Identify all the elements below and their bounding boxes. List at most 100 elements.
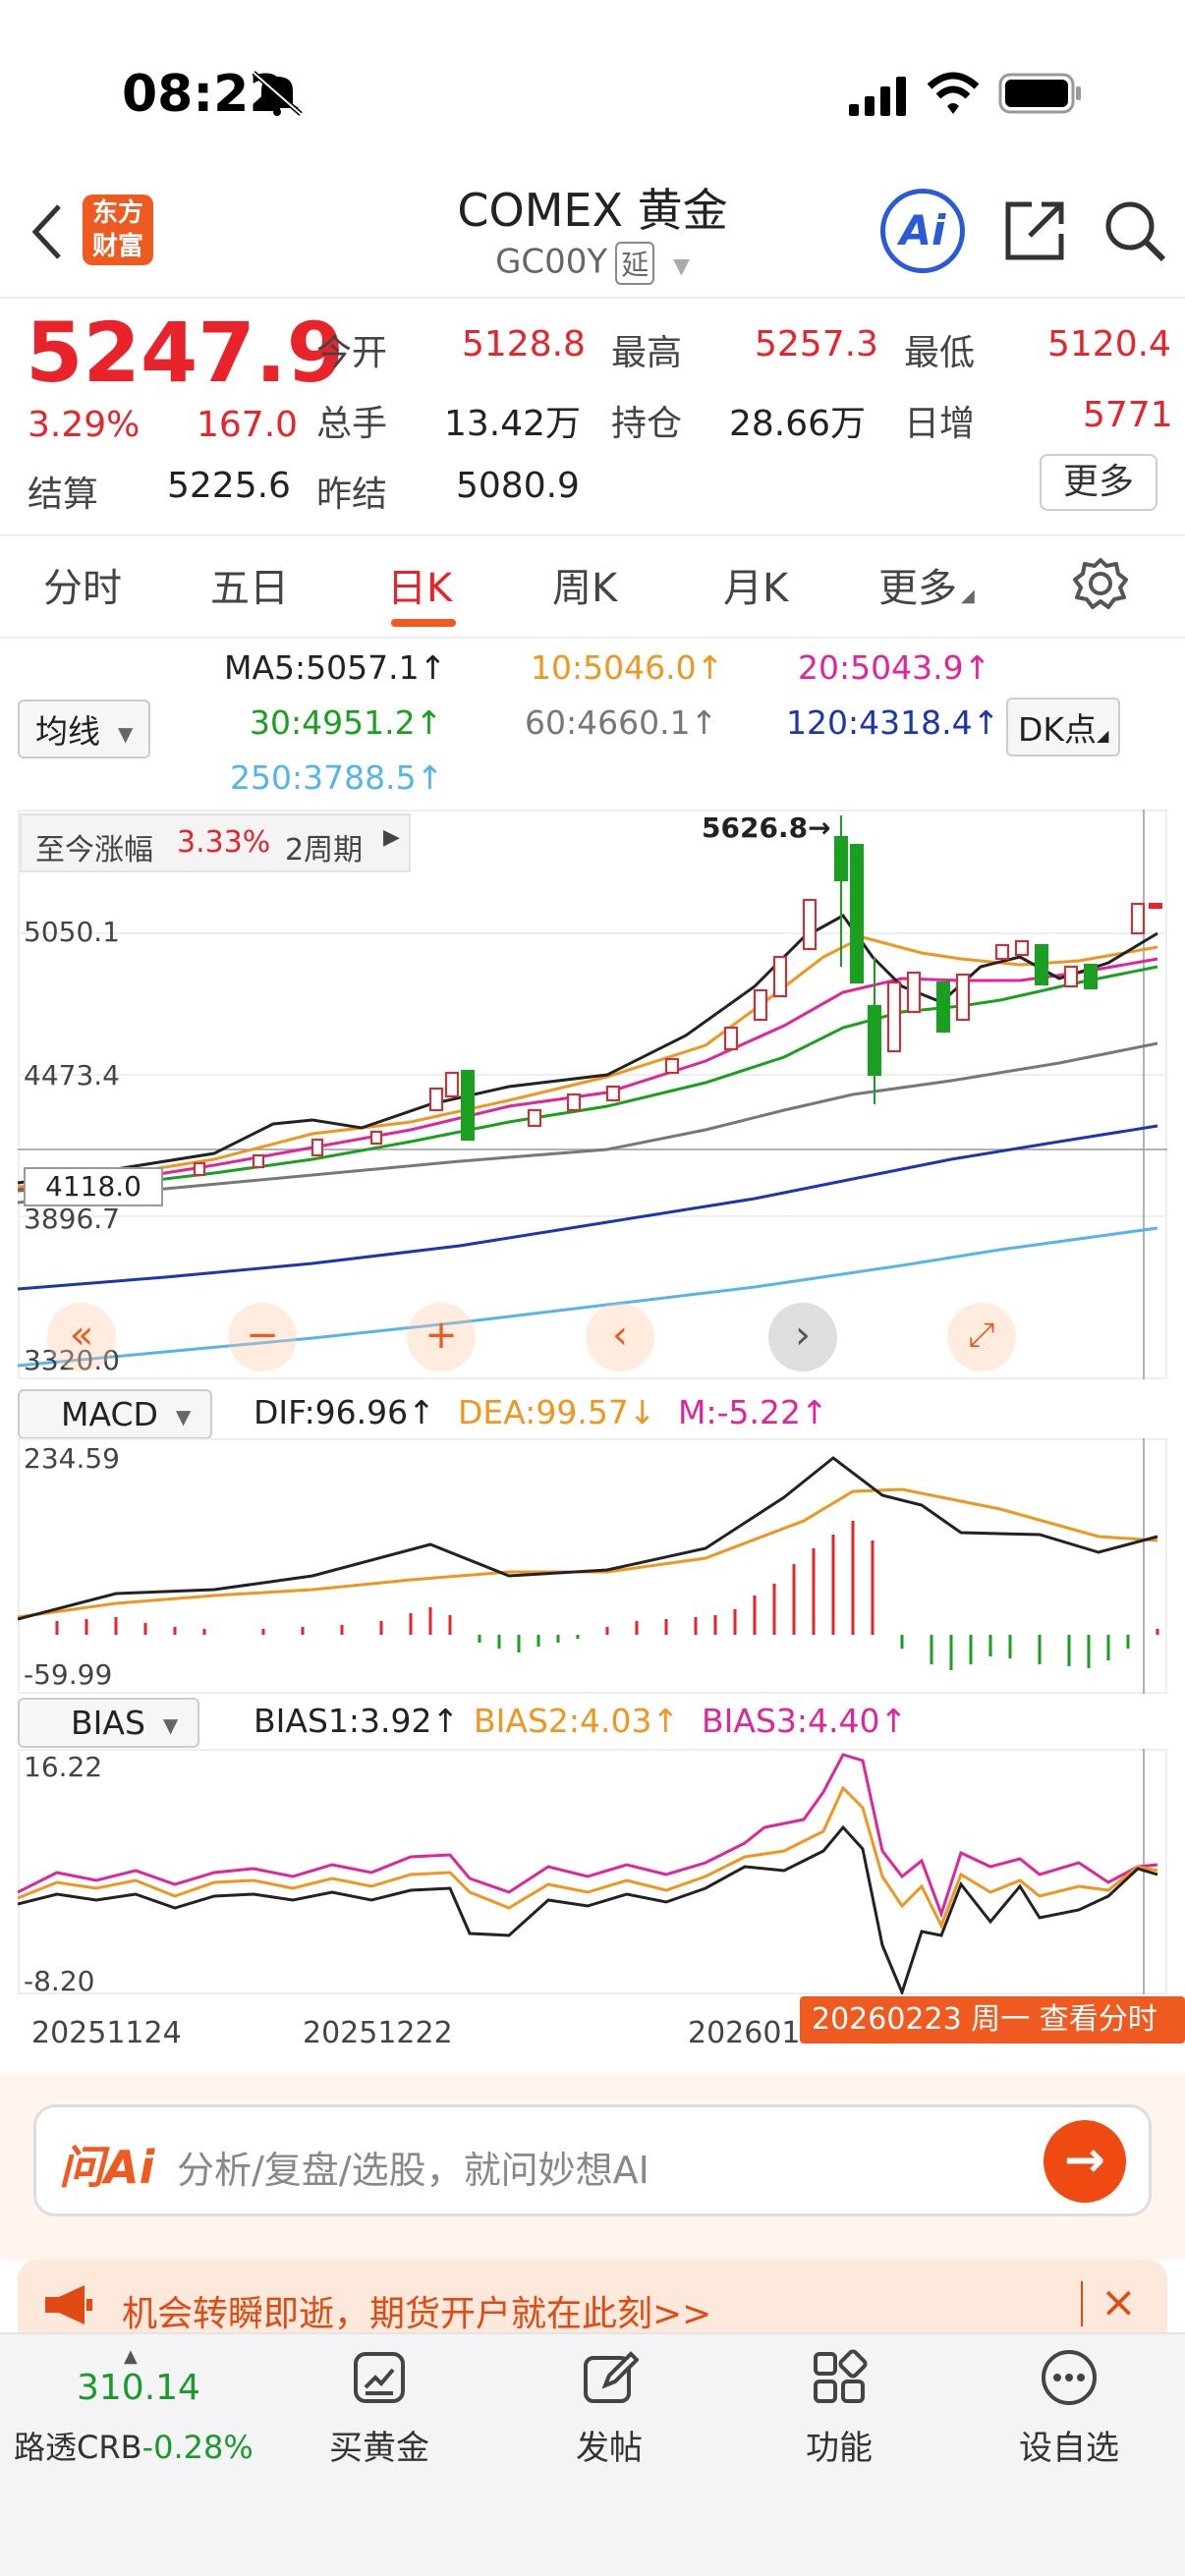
search-icon[interactable]: [1100, 196, 1169, 265]
page-title: COMEX 黄金: [457, 184, 728, 237]
app-logo: 东方 财富: [83, 195, 153, 265]
crb-index-value[interactable]: 310.14: [77, 2368, 200, 2408]
promo-text[interactable]: 机会转瞬即逝，期货开户就在此刻>>: [122, 2294, 712, 2334]
nav-buy-gold[interactable]: 买黄金: [329, 2429, 429, 2468]
peak-price-label: 5626.8→: [702, 812, 831, 844]
x-date-1: 20251124: [31, 2016, 182, 2050]
more-dots-icon[interactable]: [1040, 2348, 1099, 2407]
change-percent: 3.29%: [28, 405, 141, 445]
range-change-box[interactable]: [20, 813, 411, 872]
tab-five-day[interactable]: 五日: [210, 566, 289, 611]
crb-index-label[interactable]: 路透CRB-0.28%: [14, 2429, 254, 2466]
kline-y-label-4: 3320.0: [24, 1344, 120, 1376]
scroll-left-icon[interactable]: ‹: [586, 1303, 654, 1372]
chevron-right-icon: ▶: [383, 825, 400, 850]
bias-plot: [18, 1749, 1158, 1994]
macd-bottom-label: -59.99: [24, 1658, 113, 1691]
battery-icon: [998, 73, 1081, 114]
zoom-in-icon[interactable]: +: [407, 1303, 476, 1372]
bias-top-label: 16.22: [24, 1751, 103, 1783]
settings-icon[interactable]: [1073, 556, 1128, 611]
nav-add-watchlist[interactable]: 设自选: [1019, 2429, 1119, 2468]
bias1-value: BIAS1:3.92↑: [254, 1702, 460, 1740]
nav-functions[interactable]: 功能: [806, 2429, 873, 2468]
ai-search-placeholder: 分析/复盘/选股，就问妙想AI: [177, 2149, 649, 2192]
chevron-down-icon: ▼: [673, 253, 690, 279]
bias3-value: BIAS3:4.40↑: [702, 1702, 908, 1740]
range-period: 2周期: [285, 833, 364, 868]
tab-intraday[interactable]: 分时: [43, 566, 122, 611]
settle-value: 5225.6: [167, 466, 291, 506]
tab-monthly-k[interactable]: 月K: [723, 566, 789, 611]
more-quote-button[interactable]: 更多: [1040, 454, 1157, 511]
bottom-nav: [0, 2332, 1185, 2576]
volume-value: 13.42万: [444, 404, 582, 444]
x-date-2: 20251222: [303, 2016, 453, 2050]
functions-icon[interactable]: [810, 2348, 869, 2407]
range-label: 至今涨幅: [35, 833, 153, 868]
kline-y-label-3: 3896.7: [24, 1203, 120, 1235]
caret-down-icon: ▼: [162, 1712, 179, 1737]
nav-post[interactable]: 发帖: [576, 2429, 643, 2468]
kline-y-label-1: 5050.1: [24, 916, 120, 948]
close-icon[interactable]: ×: [1100, 2277, 1137, 2327]
open-value: 5128.8: [462, 324, 586, 364]
low-value: 5120.4: [1047, 324, 1171, 364]
buy-gold-icon[interactable]: [350, 2348, 409, 2407]
wifi-icon: [927, 72, 980, 114]
open-label: 今开: [316, 333, 388, 373]
volume-label: 总手: [316, 404, 388, 444]
tab-more[interactable]: 更多 ◢: [878, 566, 975, 611]
zoom-out-icon[interactable]: −: [228, 1303, 297, 1372]
daily-inc-value: 5771: [1083, 395, 1173, 435]
dk-point-button[interactable]: DK点◢: [1006, 698, 1121, 756]
macd-chart[interactable]: [18, 1438, 1167, 1694]
ai-search-input[interactable]: [33, 2104, 1152, 2216]
megaphone-icon: [45, 2285, 92, 2324]
settle-label: 结算: [28, 475, 99, 515]
bias-chart[interactable]: [18, 1749, 1167, 1994]
back-icon[interactable]: [28, 200, 67, 263]
macd-selector[interactable]: MACD ▼: [18, 1389, 213, 1439]
ma60-value: 60:4660.1↑: [525, 703, 718, 742]
cursor-price-label: 4118.0: [24, 1167, 163, 1206]
tab-daily-k[interactable]: 日K: [387, 566, 453, 611]
last-price: 5247.9: [26, 305, 345, 401]
tab-underline: [391, 619, 456, 627]
ma30-value: 30:4951.2↑: [250, 703, 443, 742]
high-label: 最高: [611, 333, 683, 373]
share-icon[interactable]: [1002, 196, 1069, 263]
macd-dif: DIF:96.96↑: [254, 1393, 435, 1431]
prev-settle-value: 5080.9: [456, 466, 580, 506]
ma-selector[interactable]: 均线 ▼: [18, 700, 151, 758]
kline-y-label-2: 4473.4: [24, 1059, 120, 1092]
ai-submit-button[interactable]: →: [1044, 2120, 1126, 2203]
bias2-value: BIAS2:4.03↑: [474, 1702, 680, 1740]
x-date-3: 202601: [688, 2016, 801, 2050]
change-amount: 167.0: [197, 405, 299, 445]
tab-weekly-k[interactable]: 周K: [552, 566, 618, 611]
caret-down-icon: ▼: [118, 721, 134, 746]
date-tooltip[interactable]: 20260223 周一 查看分时 ›: [800, 1996, 1185, 2084]
caret-up-icon: ▲: [124, 2346, 138, 2367]
delay-badge: 延: [615, 242, 655, 285]
signal-icon: [849, 77, 906, 116]
ma10-value: 10:5046.0↑: [531, 648, 724, 687]
macd-m: M:-5.22↑: [678, 1393, 828, 1431]
kline-chart[interactable]: [18, 810, 1167, 1379]
ma5-value: MA5:5057.1↑: [224, 648, 447, 687]
fast-back-icon[interactable]: «: [47, 1303, 116, 1372]
scroll-right-icon[interactable]: ›: [768, 1303, 837, 1372]
bias-selector[interactable]: BIAS ▼: [18, 1698, 200, 1748]
fullscreen-icon[interactable]: ⤢: [947, 1303, 1016, 1372]
high-value: 5257.3: [755, 324, 878, 364]
ma120-value: 120:4318.4↑: [786, 703, 1000, 742]
low-label: 最低: [904, 333, 976, 373]
position-label: 持仓: [611, 404, 683, 444]
ai-button[interactable]: Ai: [880, 189, 965, 273]
contract-code[interactable]: GC00Y 延 ▼: [0, 242, 1185, 285]
macd-dea: DEA:99.57↓: [458, 1393, 656, 1431]
post-icon[interactable]: [580, 2348, 639, 2407]
caret-down-icon: ▼: [175, 1404, 192, 1428]
bell-mute-icon: [252, 71, 303, 116]
